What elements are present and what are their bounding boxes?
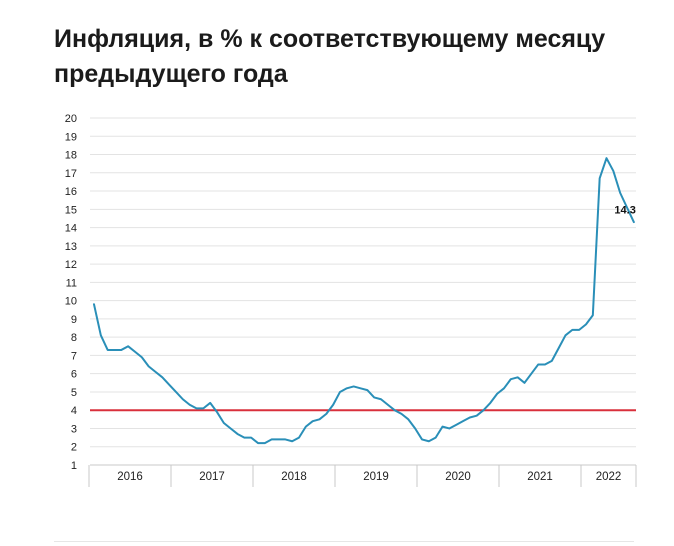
y-tick-label: 13 [65,241,77,253]
y-tick-label: 16 [65,186,77,198]
y-tick-label: 1 [71,460,77,472]
y-tick-label: 4 [71,405,77,417]
y-tick-label: 10 [65,296,77,308]
y-tick-label: 7 [71,350,77,362]
y-tick-label: 15 [65,204,77,216]
x-tick-label: 2019 [363,471,389,483]
y-tick-label: 3 [71,423,77,435]
x-tick-label: 2017 [199,471,225,483]
y-tick-label: 18 [65,150,77,162]
footer-divider [54,541,634,542]
chart-title: Инфляция, в % к соответствующему месяцу … [54,25,606,88]
y-tick-label: 20 [65,113,77,125]
y-tick-label: 9 [71,314,77,326]
data-labels: 14.3 [614,204,635,216]
series-group [93,157,635,445]
y-tick-label: 8 [71,332,77,344]
grid-lines [90,117,636,466]
x-tick-label: 2022 [596,471,622,483]
x-tick-label: 2018 [281,471,307,483]
series-line [93,157,635,445]
x-axis: 2016 2017 2018 2019 2020 2021 2022 [88,464,637,487]
y-tick-label: 2 [71,442,77,454]
end-value-label: 14.3 [614,204,635,216]
x-tick-label: 2021 [527,471,553,483]
y-tick-label: 12 [65,259,77,271]
x-tick-label: 2020 [445,471,471,483]
y-tick-label: 17 [65,168,77,180]
y-tick-label: 5 [71,387,77,399]
y-tick-label: 19 [65,131,77,143]
y-tick-label: 11 [66,277,77,289]
y-tick-label: 6 [71,369,77,381]
y-tick-label: 14 [65,223,77,235]
x-tick-label: 2016 [117,471,143,483]
